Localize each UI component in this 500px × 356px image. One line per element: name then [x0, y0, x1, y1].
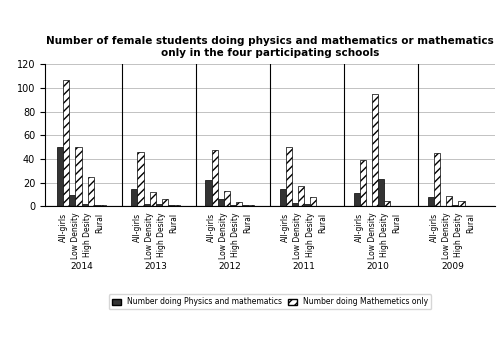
Bar: [248, 205, 254, 206]
Bar: [446, 196, 452, 206]
Bar: [168, 205, 174, 206]
Bar: [132, 189, 138, 206]
Bar: [372, 94, 378, 206]
Bar: [174, 205, 180, 206]
Text: 2009: 2009: [441, 262, 464, 271]
Bar: [57, 147, 64, 206]
Bar: [434, 153, 440, 206]
Bar: [304, 204, 310, 206]
Bar: [236, 202, 242, 206]
Text: 2013: 2013: [144, 262, 167, 271]
Legend: Number doing Physics and mathematics, Number doing Mathemetics only: Number doing Physics and mathematics, Nu…: [108, 294, 432, 309]
Bar: [100, 205, 106, 206]
Text: 2011: 2011: [292, 262, 316, 271]
Bar: [144, 204, 150, 206]
Bar: [218, 199, 224, 206]
Bar: [88, 177, 94, 206]
Bar: [310, 197, 316, 206]
Bar: [378, 179, 384, 206]
Title: Number of female students doing physics and mathematics or mathematics
only in t: Number of female students doing physics …: [46, 36, 494, 58]
Bar: [428, 197, 434, 206]
Bar: [384, 200, 390, 206]
Bar: [292, 203, 298, 206]
Bar: [212, 150, 218, 206]
Bar: [156, 204, 162, 206]
Bar: [76, 147, 82, 206]
Bar: [230, 205, 236, 206]
Bar: [354, 193, 360, 206]
Text: 2010: 2010: [366, 262, 390, 271]
Bar: [458, 200, 464, 206]
Text: 2012: 2012: [218, 262, 242, 271]
Bar: [82, 204, 87, 206]
Bar: [298, 186, 304, 206]
Bar: [360, 160, 366, 206]
Bar: [64, 79, 70, 206]
Bar: [162, 199, 168, 206]
Bar: [286, 147, 292, 206]
Bar: [452, 205, 458, 206]
Bar: [224, 191, 230, 206]
Bar: [206, 180, 212, 206]
Bar: [138, 152, 143, 206]
Bar: [94, 205, 100, 206]
Bar: [242, 205, 248, 206]
Bar: [280, 189, 285, 206]
Bar: [150, 192, 156, 206]
Text: 2014: 2014: [70, 262, 93, 271]
Bar: [70, 195, 75, 206]
